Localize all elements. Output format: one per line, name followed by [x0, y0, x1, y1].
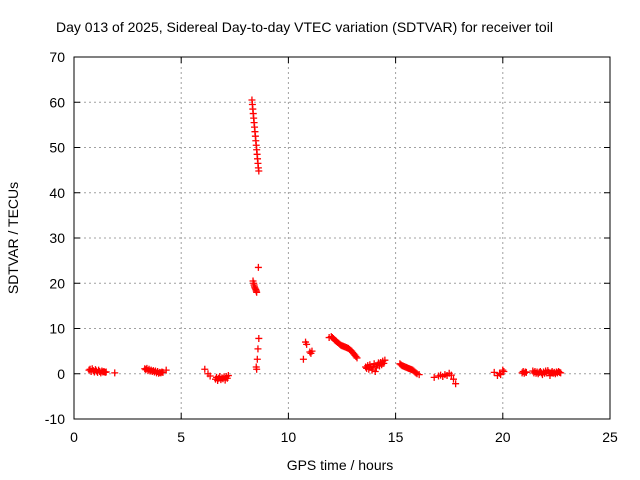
- data-points: [85, 96, 565, 388]
- grid-lines: [74, 57, 610, 419]
- data-point: [162, 366, 170, 374]
- data-point: [522, 368, 530, 376]
- y-tick-label: 40: [49, 185, 65, 201]
- data-point: [206, 372, 214, 380]
- data-point: [496, 369, 504, 377]
- y-tick-label: 20: [49, 275, 65, 291]
- data-point: [201, 365, 209, 373]
- data-point: [430, 373, 438, 381]
- data-point: [254, 345, 262, 353]
- data-point: [253, 288, 261, 296]
- plot-frame: [73, 56, 611, 420]
- data-point: [415, 371, 423, 379]
- data-point: [490, 368, 498, 376]
- data-point: [371, 367, 379, 375]
- data-point: [353, 354, 361, 362]
- data-point: [299, 355, 307, 363]
- x-tick-label: 15: [388, 429, 404, 445]
- x-tick-label: 20: [495, 429, 511, 445]
- data-point: [303, 340, 311, 348]
- axis-tick-labels: 0 5 10 15 20 25 -10 0 10 20 30 40 50 60 70: [45, 49, 618, 445]
- data-point: [370, 360, 378, 368]
- data-point: [449, 375, 457, 383]
- data-point: [255, 167, 263, 175]
- x-tick-label: 10: [281, 429, 297, 445]
- y-tick-label: 60: [49, 94, 65, 110]
- data-point: [253, 365, 261, 373]
- y-axis-label: SDTVAR / TECUs: [5, 182, 21, 294]
- data-point: [308, 347, 316, 355]
- data-point: [102, 368, 110, 376]
- data-point: [254, 263, 262, 271]
- y-tick-label: -10: [45, 411, 65, 427]
- data-point: [500, 367, 508, 375]
- data-point: [224, 372, 232, 380]
- data-point: [447, 371, 455, 379]
- x-axis-label: GPS time / hours: [287, 457, 394, 473]
- data-point: [380, 359, 388, 367]
- y-tick-label: 50: [49, 140, 65, 156]
- y-tick-label: 10: [49, 321, 65, 337]
- chart-title: Day 013 of 2025, Sidereal Day-to-day VTE…: [56, 19, 553, 35]
- y-tick-label: 0: [57, 366, 65, 382]
- data-point: [368, 366, 376, 374]
- data-point: [352, 353, 360, 361]
- y-tick-label: 70: [49, 49, 65, 65]
- data-point: [111, 369, 119, 377]
- data-point: [452, 380, 460, 388]
- x-tick-label: 25: [602, 429, 618, 445]
- data-point: [499, 366, 507, 374]
- data-point: [381, 356, 389, 364]
- data-point: [497, 371, 505, 379]
- x-tick-label: 5: [177, 429, 185, 445]
- data-point: [253, 355, 261, 363]
- x-tick-label: 0: [70, 429, 78, 445]
- data-point: [557, 369, 565, 377]
- data-point: [255, 334, 263, 342]
- y-tick-label: 30: [49, 230, 65, 246]
